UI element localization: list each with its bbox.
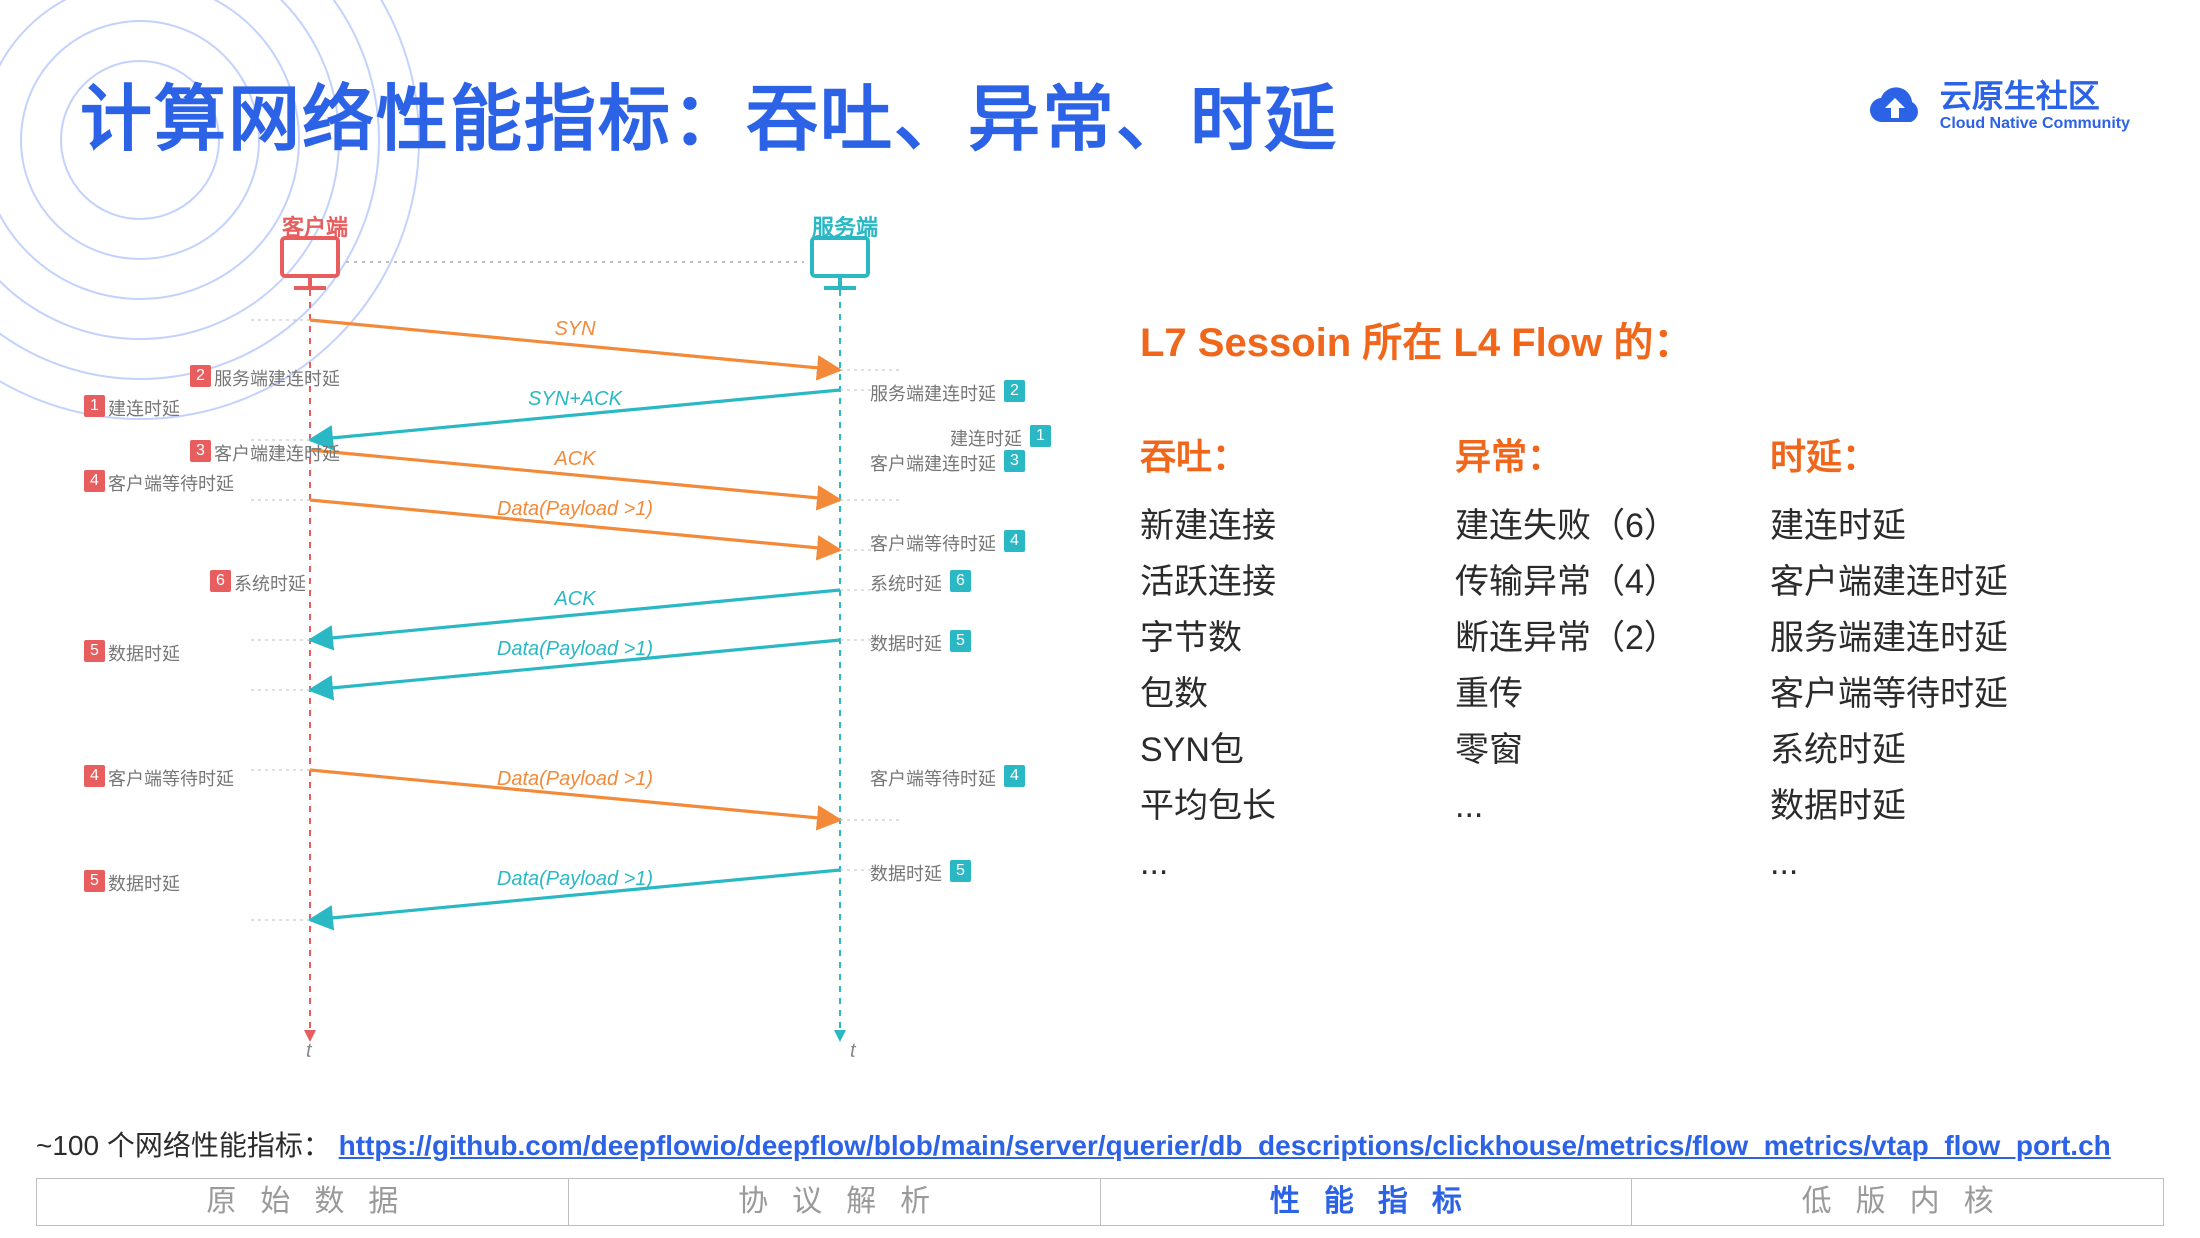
footer-link[interactable]: https://github.com/deepflowio/deepflow/b…	[339, 1130, 2111, 1161]
brand-logo: 云原生社区 Cloud Native Community	[1864, 78, 2130, 133]
latency-badge-left: 5	[84, 640, 105, 662]
latency-label-right: 客户端等待时延	[870, 530, 996, 556]
latency-badge-right: 6	[950, 570, 971, 592]
metrics-item: 字节数	[1140, 610, 1400, 666]
server-endpoint-title: 服务端	[812, 210, 878, 242]
latency-label-right: 系统时延	[870, 570, 942, 596]
latency-badge-left: 3	[190, 440, 211, 462]
metrics-item: 平均包长	[1140, 778, 1400, 834]
svg-text:ACK: ACK	[553, 588, 597, 610]
metrics-item: 断连异常（2）	[1455, 610, 1715, 666]
metrics-column: 异常： 建连失败（6）传输异常（4）断连异常（2）重传零窗...	[1455, 428, 1715, 891]
latency-label-left: 客户端等待时延	[108, 765, 234, 791]
metrics-item: SYN包	[1140, 722, 1400, 778]
latency-badge-right: 5	[950, 630, 971, 652]
latency-label-right: 数据时延	[870, 630, 942, 656]
metrics-item: 客户端建连时延	[1770, 554, 2030, 610]
latency-badge-right: 2	[1004, 380, 1025, 402]
svg-text:Data(Payload >1): Data(Payload >1)	[497, 868, 653, 890]
latency-label-left: 客户端等待时延	[108, 470, 234, 496]
latency-badge-right: 4	[1004, 765, 1025, 787]
footer-prefix: ~100 个网络性能指标：	[36, 1130, 331, 1161]
bottom-tabs: 原始数据协议解析性能指标低版内核	[36, 1178, 2164, 1226]
metrics-item: 客户端等待时延	[1770, 666, 2030, 722]
metrics-item: 系统时延	[1770, 722, 2030, 778]
metrics-column-header: 时延：	[1770, 428, 2030, 480]
metrics-item: ...	[1455, 778, 1715, 834]
metrics-item: 零窗	[1455, 722, 1715, 778]
metrics-item: ...	[1770, 835, 2030, 891]
latency-label-left: 建连时延	[108, 395, 180, 421]
tab-3[interactable]: 低版内核	[1632, 1179, 2163, 1225]
tab-0[interactable]: 原始数据	[37, 1179, 569, 1225]
tab-1[interactable]: 协议解析	[569, 1179, 1101, 1225]
svg-text:SYN: SYN	[554, 318, 596, 340]
metrics-item: 传输异常（4）	[1455, 554, 1715, 610]
metrics-item: 建连时延	[1770, 498, 2030, 554]
metrics-item: 包数	[1140, 666, 1400, 722]
metrics-item: ...	[1140, 835, 1400, 891]
metrics-column-header: 吞吐：	[1140, 428, 1400, 480]
server-time-axis: t	[850, 1040, 856, 1063]
footer-link-line: ~100 个网络性能指标： https://github.com/deepflo…	[36, 1124, 2111, 1164]
latency-label-right: 客户端建连时延	[870, 450, 996, 476]
sequence-diagram: 客户端 服务端 SYN SYN+ACK ACK Data(Payload >1) ACK…	[60, 210, 1090, 1090]
svg-text:Data(Payload >1): Data(Payload >1)	[497, 768, 653, 790]
metrics-heading: L7 Sessoin 所在 L4 Flow 的：	[1140, 310, 2140, 368]
metrics-item: 重传	[1455, 666, 1715, 722]
latency-badge-left: 6	[210, 570, 231, 592]
svg-text:Data(Payload >1): Data(Payload >1)	[497, 498, 653, 520]
tab-2[interactable]: 性能指标	[1101, 1179, 1633, 1225]
metrics-item: 活跃连接	[1140, 554, 1400, 610]
metrics-item: 新建连接	[1140, 498, 1400, 554]
latency-label-right: 数据时延	[870, 860, 942, 886]
svg-text:SYN+ACK: SYN+ACK	[528, 388, 624, 410]
metrics-item: 数据时延	[1770, 778, 2030, 834]
metrics-item: 服务端建连时延	[1770, 610, 2030, 666]
metrics-panel: L7 Sessoin 所在 L4 Flow 的： 吞吐： 新建连接活跃连接字节数包…	[1140, 310, 2140, 891]
latency-badge-left: 4	[84, 470, 105, 492]
metrics-column: 时延： 建连时延客户端建连时延服务端建连时延客户端等待时延系统时延数据时延...	[1770, 428, 2030, 891]
brand-name-cn: 云原生社区	[1940, 78, 2130, 115]
svg-text:Data(Payload >1): Data(Payload >1)	[497, 638, 653, 660]
client-endpoint-title: 客户端	[282, 210, 348, 242]
brand-name-en: Cloud Native Community	[1940, 115, 2130, 133]
latency-label-left: 数据时延	[108, 870, 180, 896]
client-time-axis: t	[306, 1040, 312, 1063]
latency-label-left: 服务端建连时延	[214, 365, 340, 391]
latency-badge-left: 2	[190, 365, 211, 387]
metrics-column: 吞吐： 新建连接活跃连接字节数包数SYN包平均包长...	[1140, 428, 1400, 891]
metrics-item: 建连失败（6）	[1455, 498, 1715, 554]
latency-badge-left: 4	[84, 765, 105, 787]
latency-label-right: 客户端等待时延	[870, 765, 996, 791]
latency-label-left: 数据时延	[108, 640, 180, 666]
latency-badge-left: 5	[84, 870, 105, 892]
cloud-icon	[1864, 80, 1926, 132]
latency-label-right: 建连时延	[950, 425, 1022, 451]
metrics-column-header: 异常：	[1455, 428, 1715, 480]
latency-label-right: 服务端建连时延	[870, 380, 996, 406]
latency-badge-right: 5	[950, 860, 971, 882]
page-title: 计算网络性能指标：吞吐、异常、时延	[80, 60, 1338, 165]
latency-badge-right: 4	[1004, 530, 1025, 552]
latency-badge-right: 1	[1030, 425, 1051, 447]
svg-text:ACK: ACK	[553, 448, 597, 470]
latency-badge-right: 3	[1004, 450, 1025, 472]
latency-badge-left: 1	[84, 395, 105, 417]
latency-label-left: 系统时延	[234, 570, 306, 596]
latency-label-left: 客户端建连时延	[214, 440, 340, 466]
